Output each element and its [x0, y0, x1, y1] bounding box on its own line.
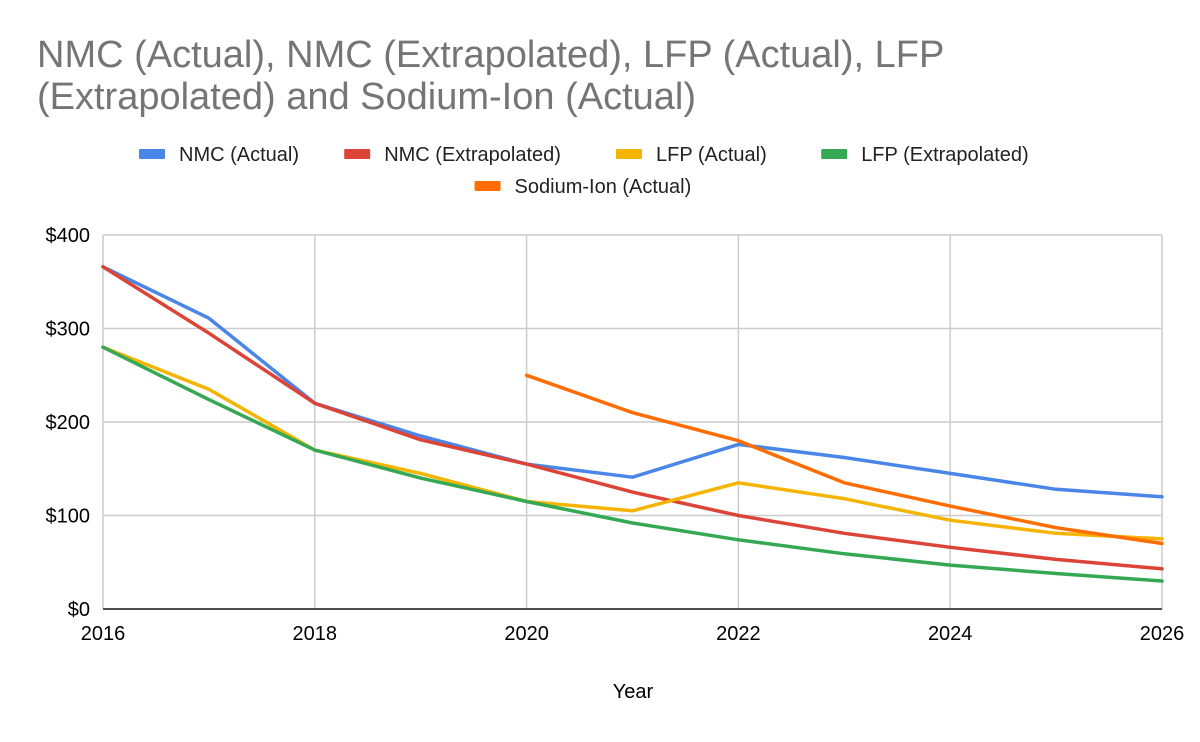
series-line-lfp-extrapolated: [101, 345, 1164, 583]
y-tick-label: $200: [46, 412, 91, 434]
x-tick-label: 2016: [81, 623, 126, 645]
y-tick-label: $100: [46, 506, 91, 528]
legend-label-nmc-extrapolated: NMC (Extrapolated): [384, 144, 561, 166]
series-line-nmc-actual: [101, 265, 1164, 499]
x-axis-title: Year: [613, 681, 654, 703]
series-line-sodium-ion-actual: [524, 373, 1164, 546]
y-tick-label: $400: [46, 225, 91, 247]
x-tick-label: 2026: [1140, 623, 1185, 645]
legend-label-nmc-actual: NMC (Actual): [179, 144, 299, 166]
y-axis-ticks: $0 $100 $200 $300 $400: [46, 225, 91, 621]
chart-title: NMC (Actual), NMC (Extrapolated), LFP (A…: [37, 34, 944, 118]
legend-swatch-nmc-extrapolated: [344, 149, 371, 159]
y-tick-label: $0: [68, 599, 90, 621]
grid: [102, 234, 1163, 610]
x-axis-ticks: 2016 2018 2020 2022 2024 2026: [81, 623, 1185, 645]
x-tick-label: 2018: [293, 623, 338, 645]
legend-label-lfp-extrapolated: LFP (Extrapolated): [861, 144, 1028, 166]
legend-swatch-sodium-ion-actual: [474, 181, 501, 191]
series-line-nmc-extrapolated: [101, 265, 1164, 571]
legend-swatch-lfp-extrapolated: [821, 149, 848, 159]
series-line-lfp-actual: [101, 345, 1164, 541]
legend: NMC (Actual) NMC (Extrapolated) LFP (Actua…: [139, 144, 1029, 198]
legend-swatch-nmc-actual: [139, 149, 165, 159]
legend-swatch-lfp-actual: [616, 149, 642, 159]
legend-label-lfp-actual: LFP (Actual): [656, 144, 767, 166]
x-tick-label: 2020: [504, 623, 549, 645]
x-tick-label: 2022: [716, 623, 761, 645]
legend-label-sodium-ion-actual: Sodium-Ion (Actual): [515, 176, 692, 198]
x-tick-label: 2024: [928, 623, 973, 645]
series-lines: [101, 265, 1164, 583]
y-tick-label: $300: [46, 319, 91, 341]
